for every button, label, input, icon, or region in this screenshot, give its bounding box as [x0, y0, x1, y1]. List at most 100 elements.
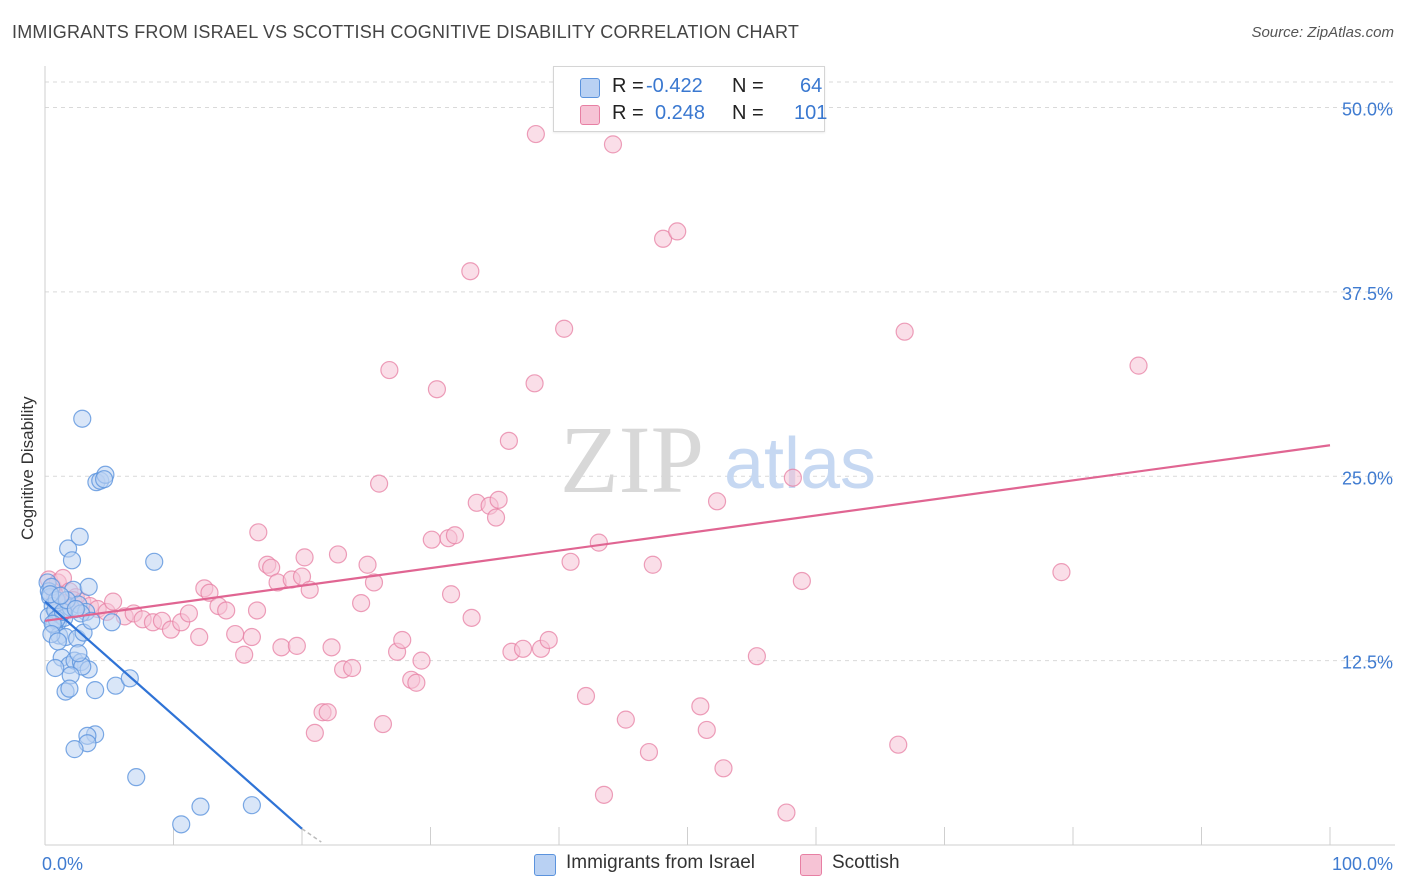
scottish-point: [668, 222, 687, 241]
israel-point: [242, 796, 261, 815]
scottish-point: [594, 785, 614, 804]
scottish-point: [486, 508, 506, 527]
scottish-point: [441, 585, 461, 604]
tick-labels: 12.5% 25.0% 37.5% 50.0% 0.0% 100.0%: [42, 100, 1393, 875]
scottish-trend-line: [44, 444, 1331, 622]
scottish-point: [589, 533, 608, 552]
scottish-point: [358, 555, 377, 574]
legend-n-label: N =: [732, 102, 764, 124]
legend-r-label: R =: [612, 75, 644, 97]
scottish-point: [639, 742, 659, 762]
scottish-point: [305, 723, 324, 743]
israel-point: [48, 632, 67, 651]
israel-point: [46, 658, 65, 678]
scottish-point: [190, 627, 209, 647]
israel-point: [73, 409, 92, 428]
scottish-point: [412, 651, 431, 670]
israel-trend-line: [44, 600, 303, 830]
scottish-point: [328, 545, 348, 564]
israel-point: [145, 552, 164, 571]
trend-lines: [44, 444, 1331, 843]
israel-point: [86, 681, 105, 700]
israel-point: [95, 470, 114, 489]
scottish-point: [889, 735, 908, 754]
grid-lines: [45, 81, 1395, 662]
scottish-point: [714, 759, 733, 778]
scottish-point: [1129, 356, 1148, 375]
israel-point: [102, 613, 121, 632]
legend-n-value: 101: [794, 102, 828, 124]
scottish-point: [539, 630, 558, 650]
scottish-point: [462, 608, 481, 627]
israel-point: [70, 527, 89, 546]
chart-title: IMMIGRANTS FROM ISRAEL VS SCOTTISH COGNI…: [12, 22, 800, 42]
scottish-point: [318, 703, 337, 722]
scottish-point: [249, 523, 268, 542]
scottish-point: [287, 636, 306, 655]
scottish-point: [792, 571, 811, 591]
legend-swatch-pink: [800, 854, 822, 876]
scottish-point: [380, 360, 399, 380]
israel-trend-extension: [301, 828, 322, 843]
scottish-point: [576, 686, 596, 706]
scottish-point: [643, 555, 662, 574]
scottish-point: [526, 124, 545, 144]
israel-point: [82, 611, 101, 630]
scottish-point: [393, 630, 412, 650]
scottish-point: [513, 639, 533, 658]
series-scottish-points: [39, 98, 1148, 822]
scottish-point: [422, 530, 441, 549]
legend-label-israel: Immigrants from Israel: [566, 852, 755, 873]
scottish-point: [370, 474, 389, 493]
scottish-point: [691, 697, 710, 716]
scottish-point: [489, 490, 508, 509]
legend-r-label: R =: [612, 102, 644, 124]
watermark-atlas: atlas: [724, 424, 876, 504]
y-tick-label: 25.0%: [1342, 468, 1393, 488]
scottish-point: [104, 592, 123, 611]
scottish-point: [561, 552, 580, 571]
x-tick-label-min: 0.0%: [42, 854, 83, 874]
legend-swatch-blue: [580, 78, 600, 98]
scottish-point: [373, 714, 393, 734]
scottish-point: [445, 526, 465, 545]
y-axis-label: Cognitive Disability: [18, 396, 37, 540]
scottish-point: [427, 380, 447, 399]
scottish-point: [707, 492, 727, 511]
legend-swatch-blue: [534, 854, 556, 876]
israel-point: [60, 679, 79, 698]
israel-point: [127, 768, 146, 787]
watermark: ZIP atlas: [560, 406, 876, 513]
israel-point: [79, 577, 98, 596]
israel-point: [172, 815, 191, 834]
scottish-point: [364, 573, 384, 592]
y-tick-label: 37.5%: [1342, 284, 1393, 304]
series-israel-points: [38, 409, 261, 834]
scottish-point: [179, 604, 199, 623]
israel-point: [65, 740, 84, 759]
legend-n-value: 64: [800, 75, 823, 97]
scottish-point: [247, 601, 267, 620]
scottish-point: [461, 262, 480, 281]
series-legend: Immigrants from Israel Scottish: [0, 850, 1406, 880]
scottish-point: [603, 135, 623, 154]
y-tick-label: 50.0%: [1342, 100, 1393, 120]
scottish-point: [525, 374, 544, 393]
israel-point: [51, 586, 70, 605]
legend-r-value: -0.422: [646, 75, 703, 97]
israel-point: [69, 644, 88, 663]
scottish-point: [653, 229, 673, 248]
scottish-point: [783, 468, 802, 487]
scottish-point: [217, 601, 236, 620]
israel-point: [62, 551, 82, 570]
scottish-point: [747, 647, 766, 666]
axes: [44, 66, 1395, 846]
scottish-point: [777, 803, 796, 822]
scottish-point: [272, 638, 291, 657]
scottish-point: [895, 322, 914, 341]
scottish-point: [499, 431, 518, 450]
scottish-point: [322, 638, 341, 657]
scottish-point: [616, 710, 635, 729]
scottish-point: [697, 720, 716, 740]
correlation-legend: R = -0.422 N = 64 R = 0.248 N = 101: [553, 66, 828, 132]
